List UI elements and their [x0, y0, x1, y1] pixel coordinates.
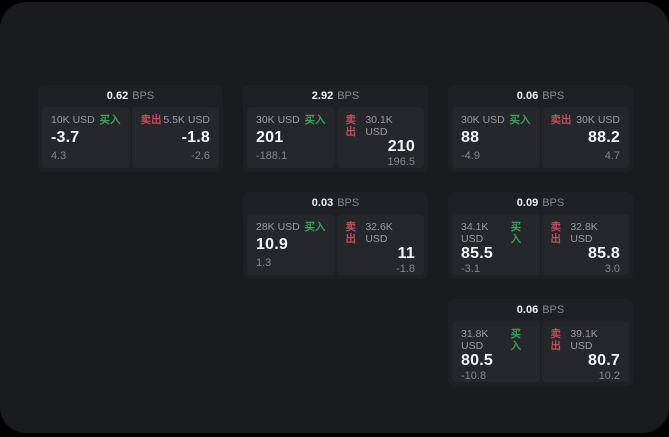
buy-side-label: 买入	[99, 114, 121, 126]
sell-sub-value: -1.8	[396, 263, 415, 275]
buy-sub-value: 1.3	[256, 257, 272, 269]
buy-price: 88	[461, 129, 480, 146]
bps-unit-label: BPS	[337, 197, 360, 209]
bps-value: 0.06	[516, 304, 539, 316]
sell-price: 88.2	[588, 129, 620, 146]
buy-price: 80.5	[461, 352, 493, 369]
sell-sub-value: 196.5	[387, 156, 415, 168]
sell-panel[interactable]: 卖出 39.1K USD 80.7 10.2	[541, 321, 629, 382]
buy-side-label: 买入	[304, 114, 326, 126]
buy-sub-value: -3.1	[461, 263, 480, 275]
buy-panel[interactable]: 10K USD 买入 -3.7 4.3	[42, 107, 130, 168]
buy-side-label: 买入	[304, 221, 326, 233]
quote-panels: 34.1K USD 买入 85.5 -3.1 卖出 32.8K USD 85.8…	[452, 214, 629, 275]
sell-side-label: 卖出	[550, 114, 572, 126]
sell-sub-value: 3.0	[604, 263, 620, 275]
quote-card-3: 0.06 BPS 30K USD 买入 88 -4.9 卖出 30K USD	[448, 85, 633, 172]
sell-sub-value: 10.2	[598, 370, 620, 382]
quote-panels: 31.8K USD 买入 80.5 -10.8 卖出 39.1K USD 80.…	[452, 321, 629, 382]
sell-size: 32.6K USD	[365, 221, 393, 245]
sell-price: 210	[387, 138, 415, 155]
bps-header: 2.92 BPS	[247, 85, 424, 107]
sell-size: 5.5K USD	[163, 114, 210, 126]
sell-price: 85.8	[588, 245, 620, 262]
quote-card-2: 2.92 BPS 30K USD 买入 201 -188.1 卖出 30.1K …	[243, 85, 428, 172]
sell-price: 11	[397, 245, 415, 262]
bps-unit-label: BPS	[542, 90, 565, 102]
bps-header: 0.06 BPS	[452, 85, 629, 107]
buy-size: 30K USD	[461, 114, 505, 126]
quote-panels: 28K USD 买入 10.9 1.3 卖出 32.6K USD 11 -1.8	[247, 214, 424, 275]
buy-side-label: 买入	[510, 221, 522, 245]
sell-size: 32.8K USD	[570, 221, 598, 245]
bps-unit-label: BPS	[542, 304, 565, 316]
buy-sub-value: -188.1	[256, 150, 288, 162]
quote-card-1: 0.62 BPS 10K USD 买入 -3.7 4.3 卖出 5.5K USD	[38, 85, 223, 172]
bps-unit-label: BPS	[337, 90, 360, 102]
bps-value: 2.92	[311, 90, 334, 102]
quote-panels: 30K USD 买入 88 -4.9 卖出 30K USD 88.2 4.7	[452, 107, 629, 168]
sell-side-label: 卖出	[140, 114, 162, 126]
sell-sub-value: -2.6	[191, 150, 210, 162]
buy-sub-value: -4.9	[461, 150, 480, 162]
buy-size: 10K USD	[51, 114, 95, 126]
bps-unit-label: BPS	[542, 197, 565, 209]
bps-value: 0.09	[516, 197, 539, 209]
quote-panels: 30K USD 买入 201 -188.1 卖出 30.1K USD 210 1…	[247, 107, 424, 168]
bps-header: 0.06 BPS	[452, 299, 629, 321]
buy-size: 34.1K USD	[461, 221, 489, 245]
quote-card-6: 0.06 BPS 31.8K USD 买入 80.5 -10.8 卖出 39.1…	[448, 299, 633, 386]
bps-value: 0.62	[106, 90, 129, 102]
buy-size: 28K USD	[256, 221, 300, 233]
bps-value: 0.03	[311, 197, 334, 209]
bps-unit-label: BPS	[132, 90, 155, 102]
quote-cards-grid: 0.62 BPS 10K USD 买入 -3.7 4.3 卖出 5.5K USD	[38, 85, 633, 386]
sell-side-label: 卖出	[345, 221, 357, 245]
buy-panel[interactable]: 30K USD 买入 201 -188.1	[247, 107, 335, 168]
buy-price: 10.9	[256, 236, 288, 253]
quote-panels: 10K USD 买入 -3.7 4.3 卖出 5.5K USD -1.8 -2.…	[42, 107, 219, 168]
buy-side-label: 买入	[509, 114, 531, 126]
buy-side-label: 买入	[510, 328, 522, 352]
buy-sub-value: 4.3	[51, 150, 67, 162]
sell-size: 30.1K USD	[365, 114, 393, 138]
sell-panel[interactable]: 卖出 30.1K USD 210 196.5	[336, 107, 424, 168]
buy-price: -3.7	[51, 129, 80, 146]
buy-price: 201	[256, 129, 284, 146]
buy-size: 30K USD	[256, 114, 300, 126]
sell-panel[interactable]: 卖出 32.6K USD 11 -1.8	[336, 214, 424, 275]
quote-card-4: 0.03 BPS 28K USD 买入 10.9 1.3 卖出 32.6K US…	[243, 192, 428, 279]
buy-panel[interactable]: 30K USD 买入 88 -4.9	[452, 107, 540, 168]
sell-sub-value: 4.7	[604, 150, 620, 162]
sell-size: 30K USD	[576, 114, 620, 126]
bps-header: 0.03 BPS	[247, 192, 424, 214]
sell-price: 80.7	[588, 352, 620, 369]
quote-card-5: 0.09 BPS 34.1K USD 买入 85.5 -3.1 卖出 32.8K…	[448, 192, 633, 279]
bps-header: 0.09 BPS	[452, 192, 629, 214]
buy-panel[interactable]: 34.1K USD 买入 85.5 -3.1	[452, 214, 540, 275]
sell-side-label: 卖出	[345, 114, 357, 138]
sell-price: -1.8	[181, 129, 210, 146]
sell-panel[interactable]: 卖出 32.8K USD 85.8 3.0	[541, 214, 629, 275]
sell-panel[interactable]: 卖出 30K USD 88.2 4.7	[541, 107, 629, 168]
buy-size: 31.8K USD	[461, 328, 489, 352]
bps-header: 0.62 BPS	[42, 85, 219, 107]
sell-size: 39.1K USD	[570, 328, 598, 352]
sell-side-label: 卖出	[550, 221, 562, 245]
buy-sub-value: -10.8	[461, 370, 487, 382]
sell-panel[interactable]: 卖出 5.5K USD -1.8 -2.6	[131, 107, 219, 168]
buy-panel[interactable]: 28K USD 买入 10.9 1.3	[247, 214, 335, 275]
sell-side-label: 卖出	[550, 328, 562, 352]
buy-panel[interactable]: 31.8K USD 买入 80.5 -10.8	[452, 321, 540, 382]
bps-value: 0.06	[516, 90, 539, 102]
buy-price: 85.5	[461, 245, 493, 262]
